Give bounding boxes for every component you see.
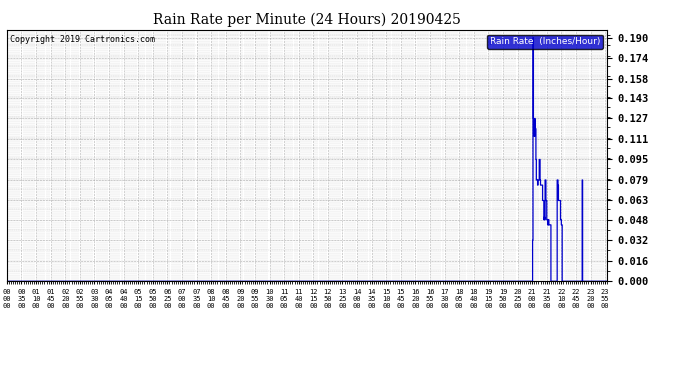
Legend: Rain Rate  (Inches/Hour): Rain Rate (Inches/Hour)	[487, 34, 602, 49]
Title: Rain Rate per Minute (24 Hours) 20190425: Rain Rate per Minute (24 Hours) 20190425	[153, 13, 461, 27]
Text: Copyright 2019 Cartronics.com: Copyright 2019 Cartronics.com	[10, 35, 155, 44]
